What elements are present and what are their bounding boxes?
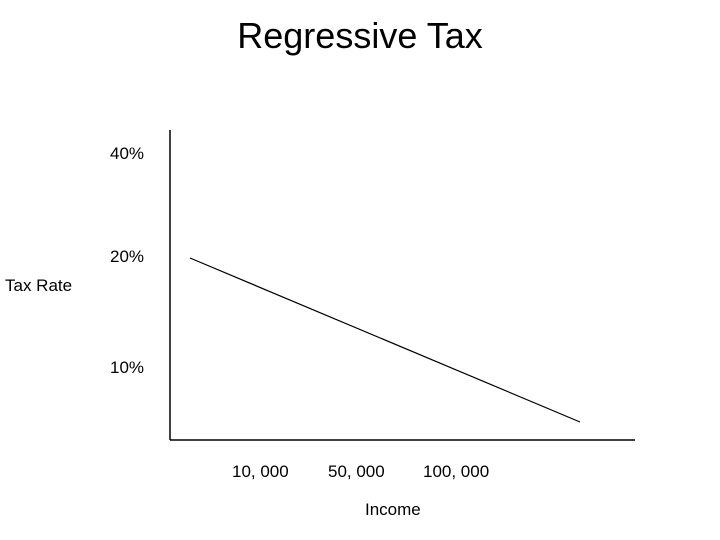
slide-container: Regressive Tax 40% 20% 10% 10, 000 50, 0… [0,0,720,540]
chart-plot [0,0,720,540]
data-line [190,258,580,422]
